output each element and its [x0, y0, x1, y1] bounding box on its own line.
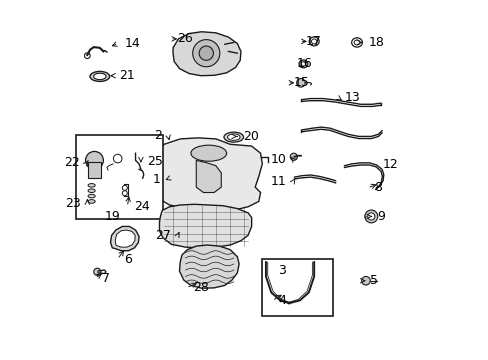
Ellipse shape: [227, 134, 240, 140]
PathPatch shape: [179, 245, 239, 288]
Circle shape: [361, 276, 369, 285]
Text: 7: 7: [102, 272, 109, 285]
Circle shape: [84, 53, 90, 59]
Circle shape: [85, 152, 103, 169]
PathPatch shape: [173, 32, 241, 76]
Ellipse shape: [301, 62, 305, 66]
Text: 4: 4: [278, 294, 286, 307]
Text: 27: 27: [155, 229, 171, 242]
PathPatch shape: [196, 160, 221, 193]
Text: 24: 24: [134, 200, 149, 213]
Text: 11: 11: [270, 175, 286, 188]
Text: 2: 2: [153, 129, 162, 142]
Circle shape: [94, 268, 101, 275]
Circle shape: [296, 78, 305, 87]
Ellipse shape: [298, 60, 307, 68]
Text: 13: 13: [344, 91, 360, 104]
Text: 3: 3: [278, 264, 286, 276]
Text: 22: 22: [64, 156, 80, 169]
Ellipse shape: [353, 40, 359, 45]
PathPatch shape: [110, 226, 139, 251]
PathPatch shape: [159, 204, 251, 248]
Text: 14: 14: [124, 37, 140, 50]
Text: 18: 18: [367, 36, 384, 49]
Text: 25: 25: [147, 155, 163, 168]
Circle shape: [290, 153, 297, 160]
Ellipse shape: [308, 37, 319, 46]
Ellipse shape: [88, 194, 95, 198]
Ellipse shape: [311, 39, 316, 44]
Text: 21: 21: [119, 69, 134, 82]
Ellipse shape: [88, 200, 95, 203]
Text: 19: 19: [104, 210, 120, 223]
Text: 12: 12: [382, 158, 398, 171]
Circle shape: [199, 46, 213, 60]
Text: 6: 6: [123, 253, 131, 266]
Text: 17: 17: [305, 35, 321, 48]
Bar: [76, 135, 163, 219]
Text: 28: 28: [192, 282, 208, 294]
PathPatch shape: [115, 230, 135, 247]
Circle shape: [192, 40, 220, 67]
Text: 8: 8: [373, 181, 381, 194]
Text: 1: 1: [152, 173, 160, 186]
PathPatch shape: [154, 138, 262, 210]
Text: 20: 20: [243, 130, 259, 143]
Ellipse shape: [351, 38, 362, 47]
Text: 15: 15: [293, 76, 309, 89]
Bar: [88, 162, 101, 178]
Text: 23: 23: [65, 197, 81, 210]
Ellipse shape: [88, 184, 95, 187]
Circle shape: [113, 154, 122, 163]
Circle shape: [122, 185, 127, 190]
Ellipse shape: [93, 73, 106, 80]
Text: 16: 16: [296, 57, 311, 71]
Text: 9: 9: [377, 210, 385, 223]
Bar: [261, 258, 332, 316]
Circle shape: [122, 191, 127, 196]
Ellipse shape: [88, 189, 95, 193]
Circle shape: [364, 210, 377, 223]
Text: 26: 26: [176, 32, 192, 45]
Ellipse shape: [224, 132, 243, 142]
Text: 5: 5: [369, 274, 378, 287]
Circle shape: [367, 213, 374, 220]
Ellipse shape: [190, 145, 226, 161]
Text: 10: 10: [270, 153, 286, 166]
Ellipse shape: [90, 71, 109, 81]
